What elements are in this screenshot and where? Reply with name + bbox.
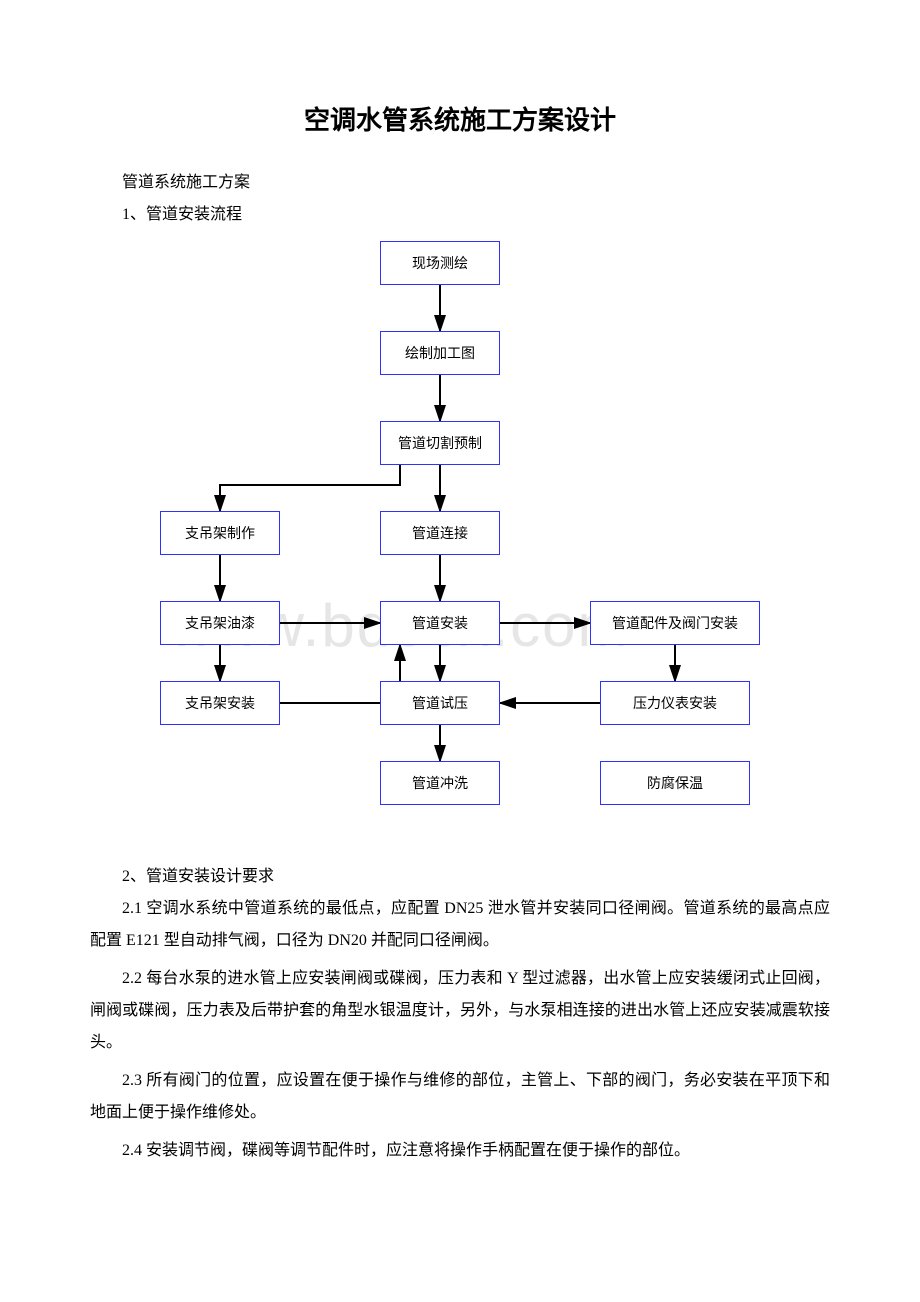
flow-node-n1: 现场测绘 <box>380 241 500 285</box>
flow-node-n5a: 支吊架油漆 <box>160 601 280 645</box>
page-title: 空调水管系统施工方案设计 <box>90 100 830 137</box>
para-2-3: 2.3 所有阀门的位置，应设置在便于操作与维修的部位，主管上、下部的阀门，务必安… <box>90 1065 830 1129</box>
para-2-1: 2.1 空调水系统中管道系统的最低点，应配置 DN25 泄水管并安装同口径闸阀。… <box>90 893 830 957</box>
section-1-head: 1、管道安装流程 <box>90 199 830 231</box>
flow-node-n3: 管道切割预制 <box>380 421 500 465</box>
flow-node-n5c: 管道配件及阀门安装 <box>590 601 760 645</box>
flow-node-n6a: 支吊架安装 <box>160 681 280 725</box>
flow-node-n6b: 管道试压 <box>380 681 500 725</box>
flow-node-n4b: 管道连接 <box>380 511 500 555</box>
flow-node-n2: 绘制加工图 <box>380 331 500 375</box>
para-2-4: 2.4 安装调节阀，碟阀等调节配件时，应注意将操作手柄配置在便于操作的部位。 <box>90 1135 830 1167</box>
flow-node-n5b: 管道安装 <box>380 601 500 645</box>
flow-node-n4a: 支吊架制作 <box>160 511 280 555</box>
flow-node-n6c: 压力仪表安装 <box>600 681 750 725</box>
subtitle: 管道系统施工方案 <box>90 167 830 199</box>
flowchart-diagram: www.bdocx.com 现场测绘绘制加工图管道切割预制支吊架制作管道连接支吊… <box>100 241 820 821</box>
flow-node-n7c: 防腐保温 <box>600 761 750 805</box>
para-2-2: 2.2 每台水泵的进水管上应安装闸阀或碟阀，压力表和 Y 型过滤器，出水管上应安… <box>90 963 830 1059</box>
flow-node-n7b: 管道冲洗 <box>380 761 500 805</box>
section-2-head: 2、管道安装设计要求 <box>90 861 830 893</box>
